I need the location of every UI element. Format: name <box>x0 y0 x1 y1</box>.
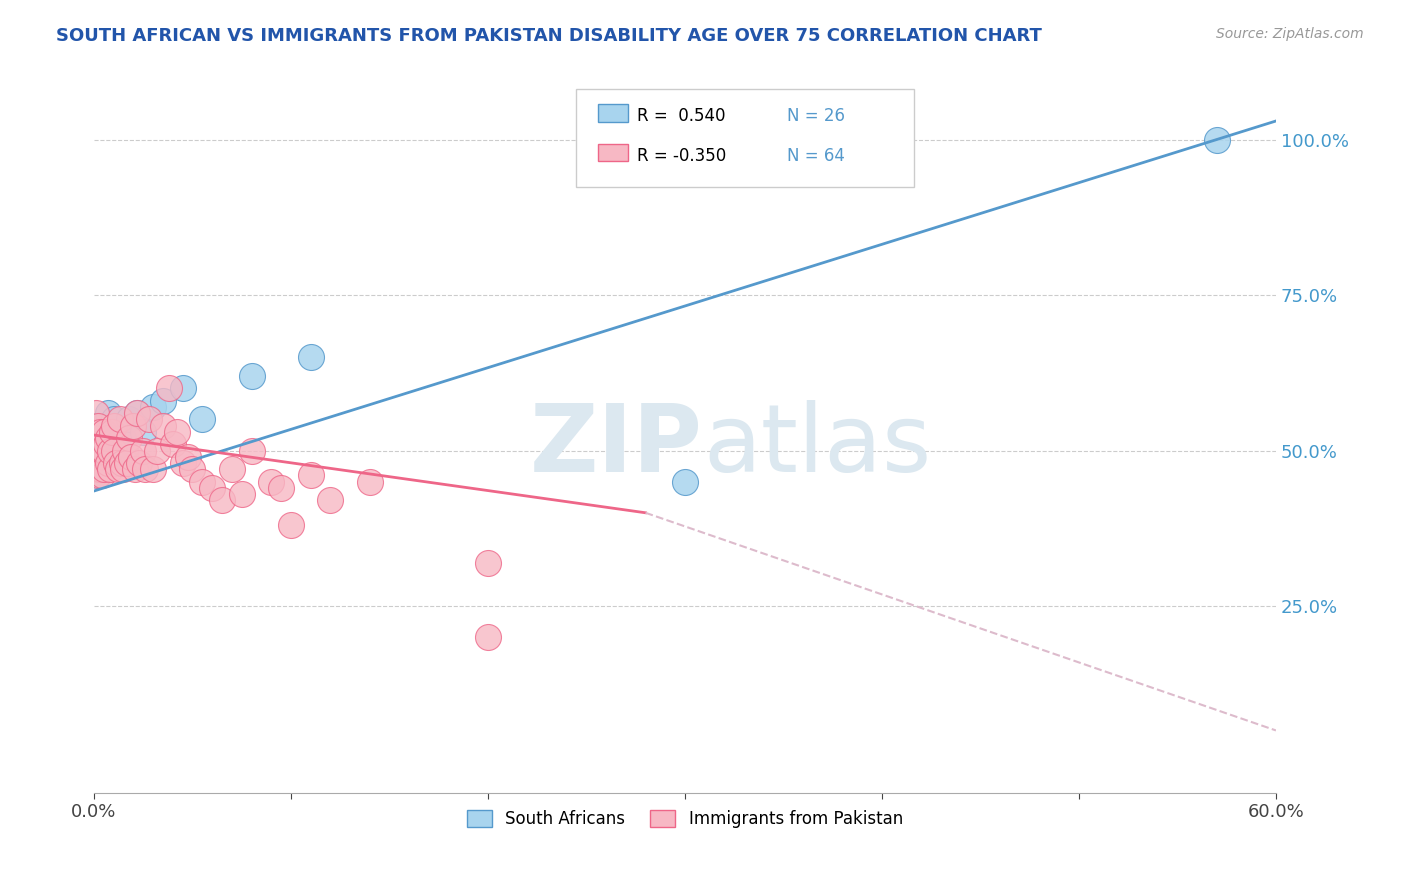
Text: R = -0.350: R = -0.350 <box>637 147 725 165</box>
Point <box>93 443 115 458</box>
Point <box>89 462 111 476</box>
Point <box>103 443 125 458</box>
Point <box>87 418 110 433</box>
Point <box>110 456 132 470</box>
Point <box>107 462 129 476</box>
Point <box>118 431 141 445</box>
Point <box>84 406 107 420</box>
Point <box>97 456 120 470</box>
Point <box>117 456 139 470</box>
Point <box>87 468 110 483</box>
Point <box>89 431 111 445</box>
Point <box>87 431 110 445</box>
Point <box>100 425 122 439</box>
Point <box>359 475 381 489</box>
Point <box>84 418 107 433</box>
Point <box>162 437 184 451</box>
Point <box>299 351 322 365</box>
Point <box>181 462 204 476</box>
Point <box>231 487 253 501</box>
Point <box>124 462 146 476</box>
Point <box>103 412 125 426</box>
Point <box>157 381 180 395</box>
Point <box>87 443 110 458</box>
Point <box>94 437 117 451</box>
Point <box>138 412 160 426</box>
Point <box>84 443 107 458</box>
Point <box>98 443 121 458</box>
Point <box>94 456 117 470</box>
Point <box>84 462 107 476</box>
Text: R =  0.540: R = 0.540 <box>637 107 725 125</box>
Text: N = 64: N = 64 <box>787 147 845 165</box>
Point <box>97 406 120 420</box>
Point <box>128 456 150 470</box>
Point <box>240 368 263 383</box>
Point <box>152 418 174 433</box>
Point <box>221 462 243 476</box>
Point <box>107 443 129 458</box>
Point <box>93 462 115 476</box>
Point <box>98 431 121 445</box>
Point <box>127 406 149 420</box>
Point <box>152 393 174 408</box>
Point <box>93 425 115 439</box>
Point <box>127 406 149 420</box>
Point <box>240 443 263 458</box>
Point <box>112 462 135 476</box>
Point <box>142 462 165 476</box>
Point <box>1205 133 1227 147</box>
Point <box>89 443 111 458</box>
Point <box>673 475 696 489</box>
Point <box>191 412 214 426</box>
Text: Source: ZipAtlas.com: Source: ZipAtlas.com <box>1216 27 1364 41</box>
Point <box>132 443 155 458</box>
Point <box>84 437 107 451</box>
Point <box>172 381 194 395</box>
Point <box>84 425 107 439</box>
Point <box>103 418 125 433</box>
Point <box>118 412 141 426</box>
Point <box>134 462 156 476</box>
Point <box>477 556 499 570</box>
Point <box>90 443 112 458</box>
Text: SOUTH AFRICAN VS IMMIGRANTS FROM PAKISTAN DISABILITY AGE OVER 75 CORRELATION CHA: SOUTH AFRICAN VS IMMIGRANTS FROM PAKISTA… <box>56 27 1042 45</box>
Point <box>120 450 142 464</box>
Text: N = 26: N = 26 <box>787 107 845 125</box>
Legend: South Africans, Immigrants from Pakistan: South Africans, Immigrants from Pakistan <box>460 803 910 834</box>
Point <box>260 475 283 489</box>
Point <box>87 450 110 464</box>
Text: atlas: atlas <box>703 400 931 492</box>
Point <box>90 443 112 458</box>
Point <box>98 462 121 476</box>
Point <box>89 425 111 439</box>
Point <box>93 425 115 439</box>
Point <box>211 493 233 508</box>
Point <box>280 518 302 533</box>
Point <box>166 425 188 439</box>
Point <box>132 425 155 439</box>
Point <box>172 456 194 470</box>
Point <box>84 462 107 476</box>
Point <box>90 468 112 483</box>
Point <box>114 443 136 458</box>
Point <box>108 412 131 426</box>
Text: ZIP: ZIP <box>530 400 703 492</box>
Point <box>142 400 165 414</box>
Point <box>122 418 145 433</box>
Point <box>84 437 107 451</box>
Point <box>270 481 292 495</box>
Point <box>87 468 110 483</box>
Point <box>299 468 322 483</box>
Point <box>104 456 127 470</box>
Point <box>319 493 342 508</box>
Point <box>97 431 120 445</box>
Point <box>191 475 214 489</box>
Point <box>201 481 224 495</box>
Point <box>89 456 111 470</box>
Point <box>112 431 135 445</box>
Point <box>146 443 169 458</box>
Point <box>177 450 200 464</box>
Point <box>477 630 499 644</box>
